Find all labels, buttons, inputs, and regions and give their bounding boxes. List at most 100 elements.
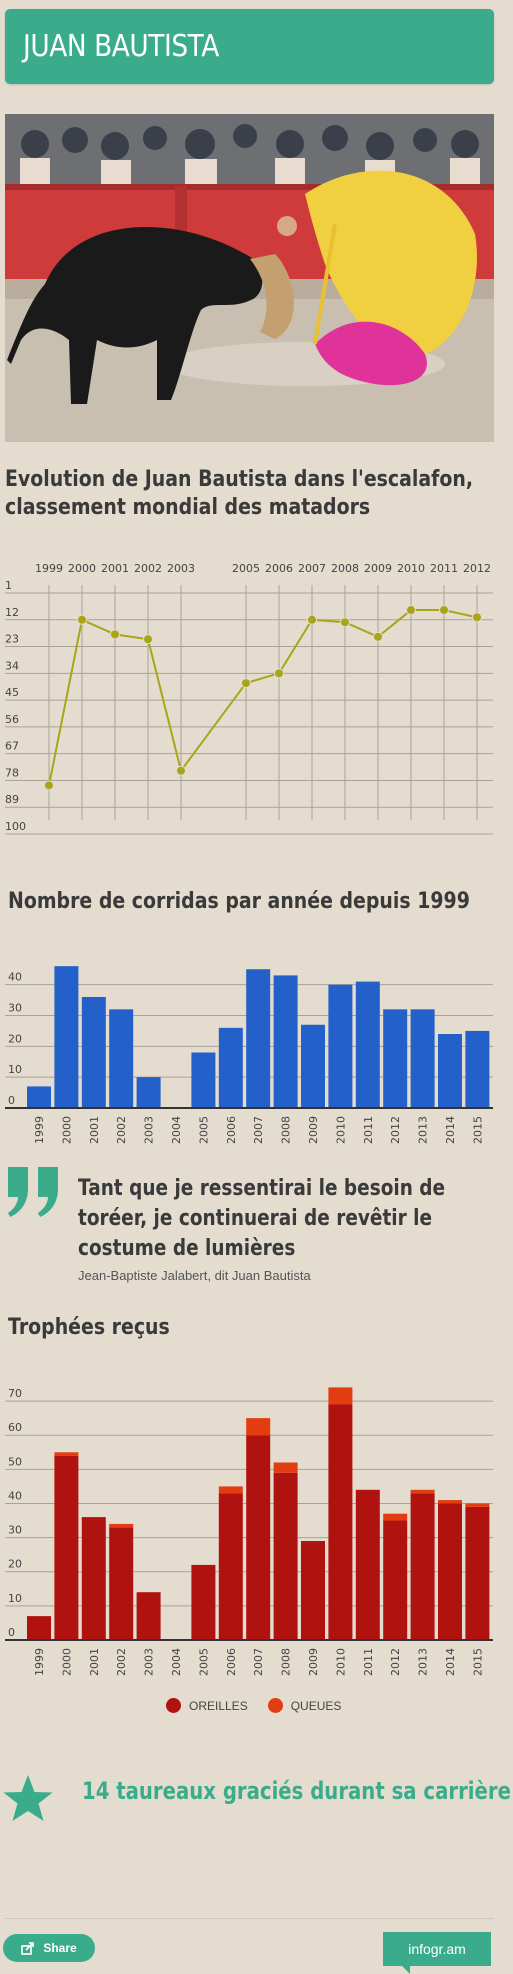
legend-swatch-queues <box>267 1698 283 1713</box>
x-tick-label: 1999 <box>33 1648 46 1676</box>
star-icon <box>3 1775 53 1821</box>
y-tick-label: 20 <box>8 1032 22 1045</box>
corridas-bar <box>301 1024 325 1108</box>
ranking-point <box>340 617 350 628</box>
y-tick-label: 67 <box>5 740 19 753</box>
oreilles-bar <box>27 1616 51 1640</box>
x-tick-label: 2002 <box>115 1116 128 1144</box>
corridas-bar <box>191 1052 216 1108</box>
ranking-point <box>143 634 153 645</box>
x-tick-label: 2009 <box>307 1116 320 1144</box>
x-tick-label: 2007 <box>252 1116 265 1144</box>
queues-bar <box>438 1500 462 1504</box>
x-tick-label: 1999 <box>33 1116 46 1144</box>
x-tick-label: 2008 <box>280 1648 293 1676</box>
trophees-chart-title: Trophées reçus <box>8 1315 170 1340</box>
x-tick-label: 2003 <box>143 1116 156 1144</box>
queues-bar <box>328 1387 353 1405</box>
quote-author: Jean-Baptiste Jalabert, dit Juan Bautist… <box>78 1268 311 1283</box>
x-tick-label: 2010 <box>397 562 425 575</box>
x-tick-label: 2004 <box>170 1648 183 1676</box>
y-tick-label: 0 <box>8 1094 15 1107</box>
x-tick-label: 2003 <box>143 1648 156 1676</box>
oreilles-bar <box>109 1527 134 1640</box>
oreilles-bar <box>438 1503 462 1640</box>
corridas-bar-chart: 0 10 20 30 40 1999 2000 2001 2002 2003 2004 2005 200… <box>5 966 493 1144</box>
queues-bar <box>54 1452 79 1456</box>
x-tick-label: 2005 <box>197 1116 210 1144</box>
ranking-chart-title: Evolution de Juan Bautista dans l'escala… <box>5 467 474 520</box>
corridas-bar <box>246 969 271 1108</box>
ranking-point <box>274 668 284 679</box>
corridas-bar <box>438 1034 462 1108</box>
x-tick-label: 2001 <box>88 1648 101 1676</box>
x-tick-label: 2015 <box>471 1116 484 1144</box>
ranking-point <box>176 765 186 776</box>
corridas-bar <box>81 997 106 1108</box>
y-tick-label: 40 <box>8 1489 22 1502</box>
oreilles-bar <box>218 1493 243 1640</box>
oreilles-bar <box>328 1404 353 1640</box>
trophees-legend: OREILLES QUEUES <box>166 1698 341 1713</box>
x-tick-label: 2000 <box>60 1648 73 1676</box>
y-tick-label: 12 <box>5 606 19 619</box>
y-tick-label: 45 <box>5 686 19 699</box>
legend-item-oreilles: OREILLES <box>166 1698 248 1713</box>
x-tick-label: 2003 <box>167 562 195 575</box>
corridas-bar <box>383 1009 408 1108</box>
matador-photo <box>5 114 494 442</box>
oreilles-bar <box>246 1435 271 1640</box>
brand-link[interactable]: infogr.am <box>383 1932 491 1966</box>
oreilles-bar <box>136 1592 161 1640</box>
corridas-bar <box>109 1009 134 1108</box>
y-tick-label: 30 <box>8 1524 22 1537</box>
ranking-point <box>307 614 317 625</box>
page-title: JUAN BAUTISTA <box>23 29 219 64</box>
oreilles-bar <box>273 1472 298 1640</box>
pardoned-bulls-callout: 14 taureaux graciés durant sa carrière <box>82 1777 511 1805</box>
ranking-line-chart: 1 12 23 34 45 56 67 78 89 100 1999 2000 2001 2002 2003… <box>5 562 493 835</box>
oreilles-bar <box>465 1506 490 1640</box>
y-tick-label: 100 <box>5 820 26 833</box>
ranking-point <box>110 629 120 640</box>
y-tick-label: 50 <box>8 1455 22 1468</box>
corridas-bar <box>328 984 353 1108</box>
queues-bar <box>410 1489 435 1494</box>
x-tick-label: 2015 <box>471 1648 484 1676</box>
header-banner: JUAN BAUTISTA <box>5 9 494 84</box>
corridas-bar <box>54 966 79 1108</box>
x-tick-label: 2010 <box>334 1116 347 1144</box>
queues-bar <box>273 1462 298 1473</box>
quote-icon <box>8 1167 58 1217</box>
x-tick-label: 2008 <box>331 562 359 575</box>
ranking-point <box>472 612 482 623</box>
x-tick-label: 2000 <box>68 562 96 575</box>
corridas-bar <box>273 975 298 1108</box>
x-tick-label: 2014 <box>444 1116 457 1144</box>
x-tick-label: 2012 <box>389 1116 402 1144</box>
oreilles-bar <box>410 1493 435 1640</box>
x-tick-label: 2005 <box>232 562 260 575</box>
corridas-chart-title: Nombre de corridas par année depuis 1999 <box>8 889 470 914</box>
x-tick-label: 2005 <box>197 1648 210 1676</box>
y-tick-label: 40 <box>8 971 22 984</box>
y-tick-label: 23 <box>5 633 19 646</box>
x-tick-label: 2013 <box>417 1648 430 1676</box>
share-button[interactable]: Share <box>3 1934 95 1962</box>
ranking-point <box>241 678 251 689</box>
corridas-bar <box>410 1009 435 1108</box>
oreilles-bar <box>355 1489 380 1640</box>
quote-text: Tant que je ressentirai le besoin de tor… <box>78 1176 446 1261</box>
y-tick-label: 89 <box>5 793 19 806</box>
y-tick-label: 60 <box>8 1421 22 1434</box>
queues-bar <box>465 1503 490 1507</box>
y-tick-label: 20 <box>8 1558 22 1571</box>
y-tick-label: 10 <box>8 1592 22 1605</box>
ranking-point <box>373 631 383 642</box>
x-tick-label: 2012 <box>389 1648 402 1676</box>
legend-swatch-oreilles <box>166 1698 181 1713</box>
ranking-point <box>44 780 54 791</box>
x-tick-label: 2007 <box>252 1648 265 1676</box>
corridas-bar <box>136 1077 161 1108</box>
oreilles-bar <box>81 1517 106 1640</box>
